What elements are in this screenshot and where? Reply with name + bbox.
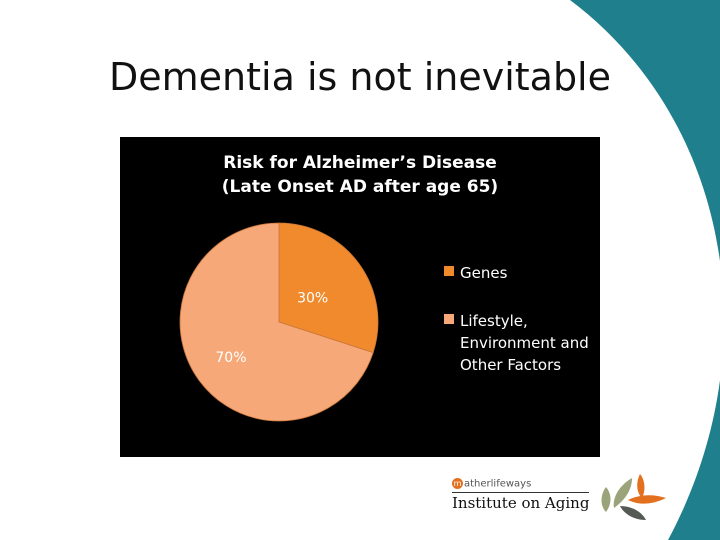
pie-slice-lifestyle: [179, 222, 374, 422]
chart-title-line-2: (Late Onset AD after age 65): [221, 177, 499, 197]
teal-corner-shape: [570, 0, 720, 540]
legend-swatch-lifestyle: [444, 314, 454, 324]
institute-logo: m atherlifeways Institute on Aging: [452, 478, 602, 522]
logo-brand-mark: m: [452, 478, 463, 489]
chart-title: Risk for Alzheimer’s Disease (Late Onset…: [120, 151, 600, 199]
data-label-lifestyle: 70%: [215, 350, 246, 366]
logo-brand-small: m atherlifeways: [452, 478, 602, 492]
legend-item-genes: Genes: [444, 262, 594, 284]
legend-label-genes: Genes: [460, 264, 508, 282]
logo-name: Institute on Aging: [452, 492, 590, 512]
legend-item-lifestyle: Lifestyle, Environment and Other Factors: [444, 310, 594, 376]
legend-swatch-genes: [444, 266, 454, 276]
pie-plot: 30% 70%: [179, 222, 379, 422]
legend-label-lifestyle-line-2: Environment and: [460, 334, 589, 352]
legend-label-lifestyle: Lifestyle, Environment and Other Factors: [460, 310, 589, 376]
slide-title: Dementia is not inevitable: [109, 55, 611, 99]
legend-label-lifestyle-line-3: Other Factors: [460, 356, 562, 374]
chart-legend: Genes Lifestyle, Environment and Other F…: [444, 262, 594, 402]
chart-title-line-1: Risk for Alzheimer’s Disease: [223, 153, 497, 173]
logo-brand-text: atherlifeways: [464, 478, 532, 490]
data-label-genes: 30%: [297, 291, 328, 307]
legend-label-lifestyle-line-1: Lifestyle,: [460, 312, 528, 330]
pie-chart: Risk for Alzheimer’s Disease (Late Onset…: [120, 137, 600, 457]
leaf-cluster-icon: [601, 474, 666, 520]
pie-slice-genes: [278, 222, 379, 354]
